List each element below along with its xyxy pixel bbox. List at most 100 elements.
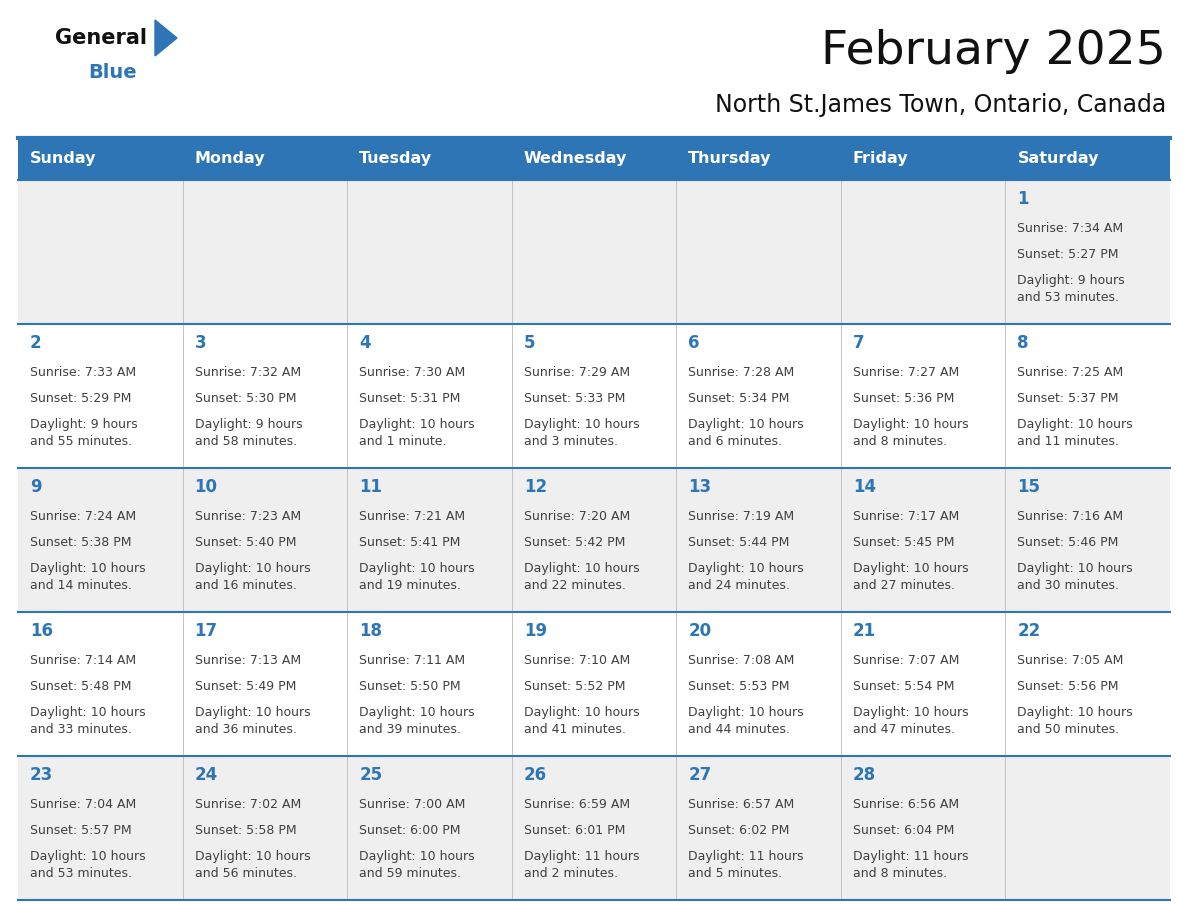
Text: Friday: Friday xyxy=(853,151,909,166)
Text: Daylight: 10 hours
and 14 minutes.: Daylight: 10 hours and 14 minutes. xyxy=(30,562,146,592)
Text: Sunrise: 7:20 AM: Sunrise: 7:20 AM xyxy=(524,510,630,523)
Text: 7: 7 xyxy=(853,334,865,352)
Text: Sunset: 5:46 PM: Sunset: 5:46 PM xyxy=(1017,536,1119,549)
Text: Sunrise: 7:32 AM: Sunrise: 7:32 AM xyxy=(195,366,301,379)
Text: Sunset: 5:57 PM: Sunset: 5:57 PM xyxy=(30,824,132,837)
Text: Sunrise: 6:57 AM: Sunrise: 6:57 AM xyxy=(688,798,795,811)
Text: Daylight: 11 hours
and 8 minutes.: Daylight: 11 hours and 8 minutes. xyxy=(853,850,968,880)
Text: Daylight: 11 hours
and 5 minutes.: Daylight: 11 hours and 5 minutes. xyxy=(688,850,804,880)
Text: Daylight: 10 hours
and 11 minutes.: Daylight: 10 hours and 11 minutes. xyxy=(1017,418,1133,448)
Text: Sunset: 5:33 PM: Sunset: 5:33 PM xyxy=(524,392,625,405)
Text: 22: 22 xyxy=(1017,622,1041,640)
Text: Daylight: 10 hours
and 8 minutes.: Daylight: 10 hours and 8 minutes. xyxy=(853,418,968,448)
Text: Wednesday: Wednesday xyxy=(524,151,627,166)
Text: 19: 19 xyxy=(524,622,546,640)
Text: Sunrise: 7:33 AM: Sunrise: 7:33 AM xyxy=(30,366,137,379)
Text: 20: 20 xyxy=(688,622,712,640)
Text: Sunrise: 7:04 AM: Sunrise: 7:04 AM xyxy=(30,798,137,811)
Text: Sunset: 5:40 PM: Sunset: 5:40 PM xyxy=(195,536,296,549)
Text: 11: 11 xyxy=(359,478,383,496)
Text: Sunset: 5:53 PM: Sunset: 5:53 PM xyxy=(688,680,790,693)
Text: Sunrise: 6:56 AM: Sunrise: 6:56 AM xyxy=(853,798,959,811)
Text: Daylight: 10 hours
and 56 minutes.: Daylight: 10 hours and 56 minutes. xyxy=(195,850,310,880)
Text: Sunset: 5:42 PM: Sunset: 5:42 PM xyxy=(524,536,625,549)
Text: Daylight: 10 hours
and 59 minutes.: Daylight: 10 hours and 59 minutes. xyxy=(359,850,475,880)
Text: 9: 9 xyxy=(30,478,42,496)
Text: Sunrise: 7:29 AM: Sunrise: 7:29 AM xyxy=(524,366,630,379)
Text: Sunrise: 7:25 AM: Sunrise: 7:25 AM xyxy=(1017,366,1124,379)
Text: Daylight: 9 hours
and 53 minutes.: Daylight: 9 hours and 53 minutes. xyxy=(1017,274,1125,304)
Text: Sunrise: 7:27 AM: Sunrise: 7:27 AM xyxy=(853,366,959,379)
Text: Sunrise: 7:17 AM: Sunrise: 7:17 AM xyxy=(853,510,959,523)
Text: Daylight: 10 hours
and 36 minutes.: Daylight: 10 hours and 36 minutes. xyxy=(195,706,310,736)
Text: 27: 27 xyxy=(688,766,712,784)
Text: Monday: Monday xyxy=(195,151,265,166)
Text: Daylight: 10 hours
and 24 minutes.: Daylight: 10 hours and 24 minutes. xyxy=(688,562,804,592)
Text: Daylight: 10 hours
and 41 minutes.: Daylight: 10 hours and 41 minutes. xyxy=(524,706,639,736)
Text: Sunrise: 7:07 AM: Sunrise: 7:07 AM xyxy=(853,654,959,667)
Text: Sunset: 5:37 PM: Sunset: 5:37 PM xyxy=(1017,392,1119,405)
Text: Daylight: 10 hours
and 30 minutes.: Daylight: 10 hours and 30 minutes. xyxy=(1017,562,1133,592)
Text: Sunrise: 7:19 AM: Sunrise: 7:19 AM xyxy=(688,510,795,523)
Text: Sunrise: 6:59 AM: Sunrise: 6:59 AM xyxy=(524,798,630,811)
Text: 12: 12 xyxy=(524,478,546,496)
Text: Daylight: 9 hours
and 58 minutes.: Daylight: 9 hours and 58 minutes. xyxy=(195,418,302,448)
Text: Sunset: 5:30 PM: Sunset: 5:30 PM xyxy=(195,392,296,405)
Text: Sunrise: 7:28 AM: Sunrise: 7:28 AM xyxy=(688,366,795,379)
Text: Sunset: 5:27 PM: Sunset: 5:27 PM xyxy=(1017,248,1119,261)
Text: Thursday: Thursday xyxy=(688,151,772,166)
Text: Blue: Blue xyxy=(88,62,137,82)
Text: 23: 23 xyxy=(30,766,53,784)
Text: Sunset: 6:02 PM: Sunset: 6:02 PM xyxy=(688,824,790,837)
Text: Daylight: 10 hours
and 50 minutes.: Daylight: 10 hours and 50 minutes. xyxy=(1017,706,1133,736)
Text: 4: 4 xyxy=(359,334,371,352)
Text: 3: 3 xyxy=(195,334,207,352)
Bar xyxy=(18,612,1170,756)
Text: Daylight: 10 hours
and 22 minutes.: Daylight: 10 hours and 22 minutes. xyxy=(524,562,639,592)
Text: Daylight: 10 hours
and 3 minutes.: Daylight: 10 hours and 3 minutes. xyxy=(524,418,639,448)
Text: 13: 13 xyxy=(688,478,712,496)
Text: 21: 21 xyxy=(853,622,876,640)
Text: Daylight: 10 hours
and 33 minutes.: Daylight: 10 hours and 33 minutes. xyxy=(30,706,146,736)
Text: 16: 16 xyxy=(30,622,53,640)
Text: North St.James Town, Ontario, Canada: North St.James Town, Ontario, Canada xyxy=(715,93,1165,117)
Text: 26: 26 xyxy=(524,766,546,784)
Text: 10: 10 xyxy=(195,478,217,496)
Text: 28: 28 xyxy=(853,766,876,784)
Text: Sunset: 6:00 PM: Sunset: 6:00 PM xyxy=(359,824,461,837)
Text: Sunset: 5:38 PM: Sunset: 5:38 PM xyxy=(30,536,132,549)
Text: 2: 2 xyxy=(30,334,42,352)
Text: Sunrise: 7:05 AM: Sunrise: 7:05 AM xyxy=(1017,654,1124,667)
Text: 6: 6 xyxy=(688,334,700,352)
Text: Sunset: 5:48 PM: Sunset: 5:48 PM xyxy=(30,680,132,693)
Text: 15: 15 xyxy=(1017,478,1041,496)
Text: Sunrise: 7:13 AM: Sunrise: 7:13 AM xyxy=(195,654,301,667)
Text: Sunset: 5:44 PM: Sunset: 5:44 PM xyxy=(688,536,790,549)
Text: Sunrise: 7:02 AM: Sunrise: 7:02 AM xyxy=(195,798,301,811)
Text: Daylight: 10 hours
and 39 minutes.: Daylight: 10 hours and 39 minutes. xyxy=(359,706,475,736)
Polygon shape xyxy=(154,20,177,56)
Bar xyxy=(18,468,1170,612)
Text: Daylight: 10 hours
and 47 minutes.: Daylight: 10 hours and 47 minutes. xyxy=(853,706,968,736)
Text: Sunrise: 7:14 AM: Sunrise: 7:14 AM xyxy=(30,654,137,667)
Text: Daylight: 10 hours
and 27 minutes.: Daylight: 10 hours and 27 minutes. xyxy=(853,562,968,592)
Text: Sunrise: 7:08 AM: Sunrise: 7:08 AM xyxy=(688,654,795,667)
Text: Sunrise: 7:34 AM: Sunrise: 7:34 AM xyxy=(1017,222,1124,235)
Text: Daylight: 10 hours
and 6 minutes.: Daylight: 10 hours and 6 minutes. xyxy=(688,418,804,448)
Text: Sunset: 5:54 PM: Sunset: 5:54 PM xyxy=(853,680,954,693)
Text: Sunrise: 7:24 AM: Sunrise: 7:24 AM xyxy=(30,510,137,523)
Text: Sunset: 6:04 PM: Sunset: 6:04 PM xyxy=(853,824,954,837)
Text: Daylight: 10 hours
and 44 minutes.: Daylight: 10 hours and 44 minutes. xyxy=(688,706,804,736)
Text: 18: 18 xyxy=(359,622,383,640)
Text: Sunrise: 7:10 AM: Sunrise: 7:10 AM xyxy=(524,654,630,667)
Text: Sunset: 5:49 PM: Sunset: 5:49 PM xyxy=(195,680,296,693)
Text: Sunset: 5:31 PM: Sunset: 5:31 PM xyxy=(359,392,461,405)
Text: Sunset: 5:58 PM: Sunset: 5:58 PM xyxy=(195,824,296,837)
Text: Sunset: 6:01 PM: Sunset: 6:01 PM xyxy=(524,824,625,837)
Text: Sunrise: 7:11 AM: Sunrise: 7:11 AM xyxy=(359,654,466,667)
Bar xyxy=(18,756,1170,900)
Text: Sunset: 5:45 PM: Sunset: 5:45 PM xyxy=(853,536,954,549)
Text: Daylight: 10 hours
and 16 minutes.: Daylight: 10 hours and 16 minutes. xyxy=(195,562,310,592)
Text: Sunrise: 7:21 AM: Sunrise: 7:21 AM xyxy=(359,510,466,523)
Text: Sunset: 5:36 PM: Sunset: 5:36 PM xyxy=(853,392,954,405)
